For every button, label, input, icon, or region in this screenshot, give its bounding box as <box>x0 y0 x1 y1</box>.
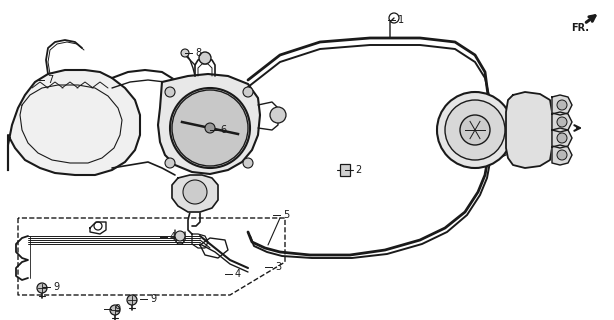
Text: 7: 7 <box>47 75 53 85</box>
Circle shape <box>243 87 253 97</box>
Text: 8: 8 <box>195 48 201 58</box>
Circle shape <box>243 158 253 168</box>
Circle shape <box>110 305 120 315</box>
Circle shape <box>172 90 248 166</box>
Text: 4: 4 <box>170 232 176 242</box>
Text: 6: 6 <box>220 125 226 135</box>
Circle shape <box>205 123 215 133</box>
Circle shape <box>175 231 185 241</box>
Circle shape <box>165 87 175 97</box>
Text: 2: 2 <box>355 165 361 175</box>
Polygon shape <box>8 70 140 175</box>
Circle shape <box>445 100 505 160</box>
Polygon shape <box>552 128 572 148</box>
Circle shape <box>460 115 490 145</box>
Circle shape <box>557 133 567 143</box>
Circle shape <box>199 52 211 64</box>
Polygon shape <box>552 145 572 165</box>
Polygon shape <box>506 92 552 168</box>
Circle shape <box>127 295 137 305</box>
Circle shape <box>183 180 207 204</box>
Text: 1: 1 <box>398 15 404 25</box>
Polygon shape <box>158 74 260 174</box>
Polygon shape <box>552 112 572 132</box>
Text: 5: 5 <box>283 210 289 220</box>
Polygon shape <box>172 175 218 212</box>
Circle shape <box>170 88 250 168</box>
Text: 9: 9 <box>53 282 59 292</box>
Circle shape <box>557 100 567 110</box>
Text: 9: 9 <box>114 304 120 314</box>
Circle shape <box>557 117 567 127</box>
Circle shape <box>270 107 286 123</box>
Circle shape <box>437 92 513 168</box>
Text: 4: 4 <box>235 269 241 279</box>
Circle shape <box>165 158 175 168</box>
Text: 3: 3 <box>275 262 281 272</box>
Text: 9: 9 <box>150 294 156 304</box>
Circle shape <box>557 150 567 160</box>
Polygon shape <box>552 95 572 115</box>
Circle shape <box>37 283 47 293</box>
Circle shape <box>181 49 189 57</box>
Bar <box>340 164 350 176</box>
Text: FR.: FR. <box>571 23 589 33</box>
